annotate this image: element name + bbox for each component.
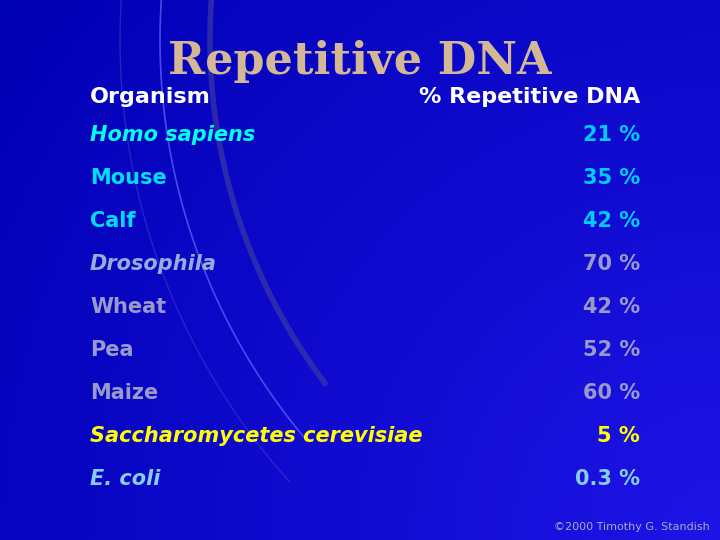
Text: Maize: Maize	[90, 383, 158, 403]
Text: Saccharomycetes cerevisiae: Saccharomycetes cerevisiae	[90, 426, 423, 446]
Text: Organism: Organism	[90, 87, 211, 107]
Text: 42 %: 42 %	[583, 297, 640, 317]
Text: Calf: Calf	[90, 211, 135, 231]
Text: Wheat: Wheat	[90, 297, 166, 317]
Text: 60 %: 60 %	[583, 383, 640, 403]
Text: 42 %: 42 %	[583, 211, 640, 231]
Text: Homo sapiens: Homo sapiens	[90, 125, 256, 145]
Text: 52 %: 52 %	[582, 340, 640, 360]
Text: % Repetitive DNA: % Repetitive DNA	[419, 87, 640, 107]
Text: Pea: Pea	[90, 340, 133, 360]
Text: 0.3 %: 0.3 %	[575, 469, 640, 489]
Text: 21 %: 21 %	[583, 125, 640, 145]
Text: Repetitive DNA: Repetitive DNA	[168, 40, 552, 83]
Text: 5 %: 5 %	[598, 426, 640, 446]
Text: E. coli: E. coli	[90, 469, 161, 489]
Text: 35 %: 35 %	[582, 168, 640, 188]
Text: ©2000 Timothy G. Standish: ©2000 Timothy G. Standish	[554, 522, 710, 532]
Text: 70 %: 70 %	[583, 254, 640, 274]
Text: Drosophila: Drosophila	[90, 254, 217, 274]
Text: Mouse: Mouse	[90, 168, 167, 188]
